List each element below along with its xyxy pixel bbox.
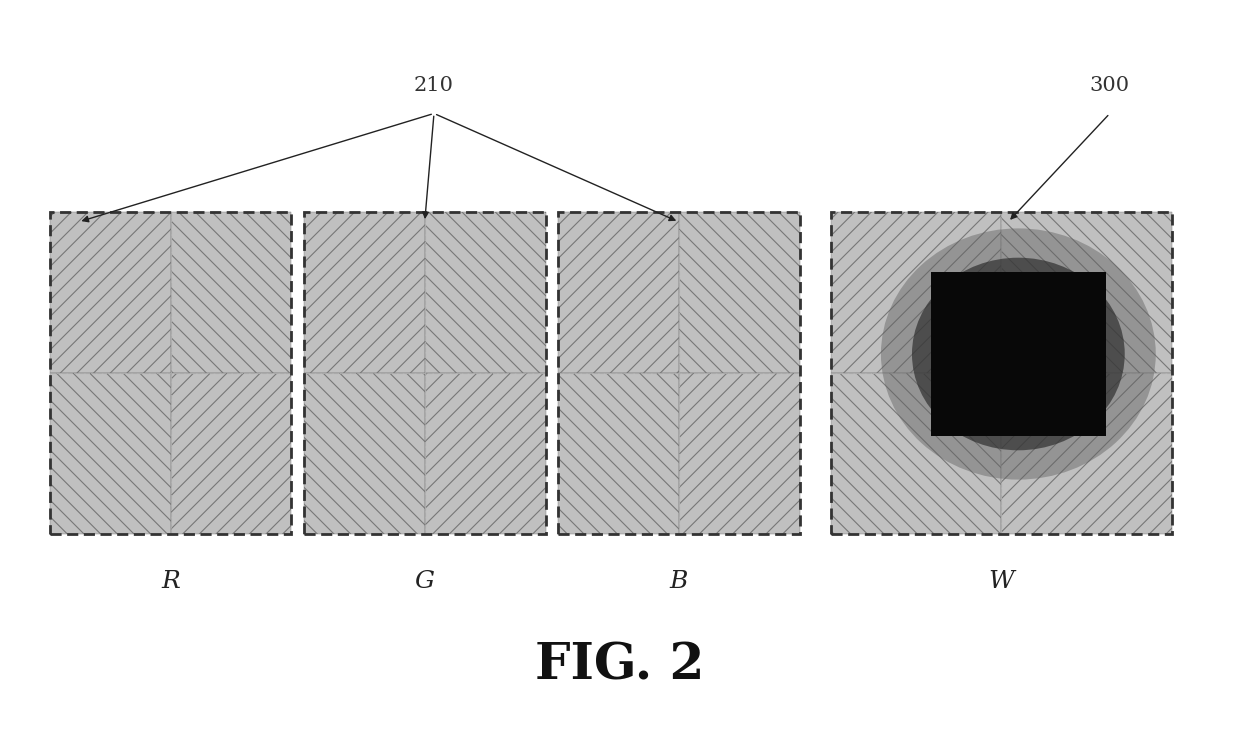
Ellipse shape [880,228,1156,479]
Bar [171,212,291,373]
Bar [424,373,546,534]
Bar [1002,212,1172,373]
Bar [50,373,171,534]
Ellipse shape [911,258,1125,450]
Text: 300: 300 [1090,76,1130,95]
Bar [424,212,546,373]
Text: W: W [988,570,1014,594]
Text: G: G [414,570,435,594]
Text: FIG. 2: FIG. 2 [536,642,704,690]
FancyBboxPatch shape [931,272,1106,436]
Bar [680,373,800,534]
Bar [831,373,1002,534]
Bar [831,212,1002,373]
Bar [1002,373,1172,534]
Text: 210: 210 [414,76,454,95]
Bar [50,212,171,373]
Bar [304,212,424,373]
Bar [50,212,291,534]
Text: R: R [161,570,180,594]
Bar [831,212,1172,534]
Bar [558,212,800,534]
Bar [304,373,424,534]
Bar [680,212,800,373]
Text: B: B [670,570,688,594]
Bar [304,212,546,534]
Bar [558,212,680,373]
Bar [171,373,291,534]
Bar [558,373,680,534]
